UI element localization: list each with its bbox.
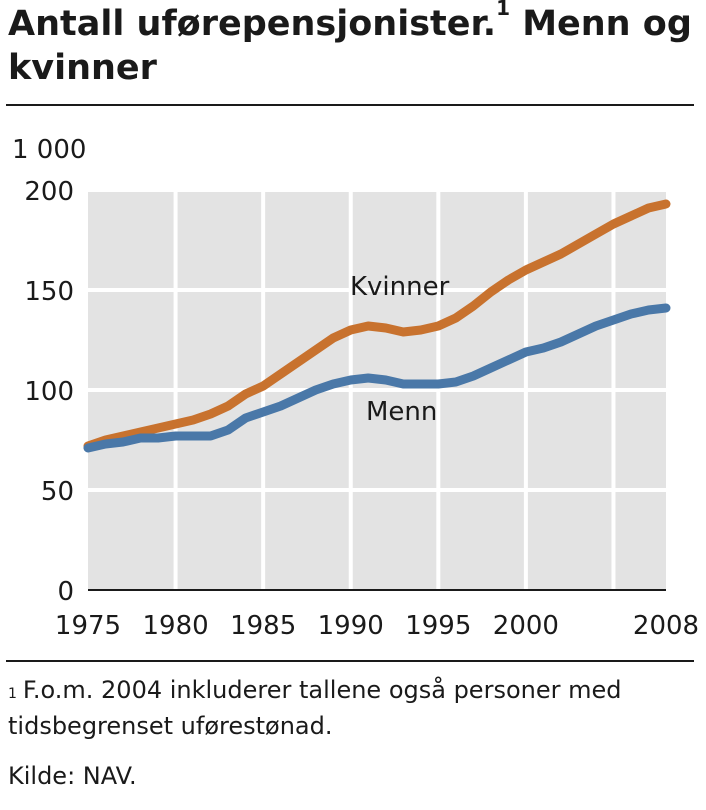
footnote-text: F.o.m. 2004 inkluderer tallene også pers… (8, 676, 622, 740)
top-rule (6, 104, 694, 106)
footnote: 1 F.o.m. 2004 inkluderer tallene også per… (8, 672, 698, 744)
chart-title: Antall uførepensjonister.1 Menn og kvinn… (8, 0, 698, 90)
x-tick-label: 2000 (493, 611, 559, 641)
series-line-kvinner (83, 199, 671, 451)
x-tick-label: 1975 (55, 611, 121, 641)
source-note: Kilde: NAV. (8, 762, 137, 790)
x-tick-label: 1980 (142, 611, 208, 641)
title-footnote-mark: 1 (496, 0, 511, 20)
y-tick-label: 0 (57, 577, 74, 607)
series-label-kvinner: Kvinner (350, 272, 450, 302)
title-text-rest: Menn og kvinner (8, 4, 692, 88)
y-tick-label: 150 (24, 277, 74, 307)
series-label-menn: Menn (366, 397, 437, 427)
y-tick-label: 200 (24, 177, 74, 207)
series-line-menn (83, 303, 671, 453)
y-tick-label: 100 (24, 377, 74, 407)
line-chart: 0 50 100 150 200 1 000 1975 1980 1985 1990 1995 200… (12, 135, 699, 641)
x-tick-label: 1985 (230, 611, 296, 641)
footnote-mark: 1 (8, 686, 17, 702)
x-tick-label: 1995 (405, 611, 471, 641)
y-unit-label: 1 000 (12, 135, 86, 165)
title-text: Antall uførepensjonister. (8, 4, 497, 44)
x-tick-label: 1990 (318, 611, 384, 641)
y-tick-label: 50 (41, 477, 74, 507)
x-tick-label: 2008 (633, 611, 699, 641)
bottom-rule (6, 660, 694, 662)
